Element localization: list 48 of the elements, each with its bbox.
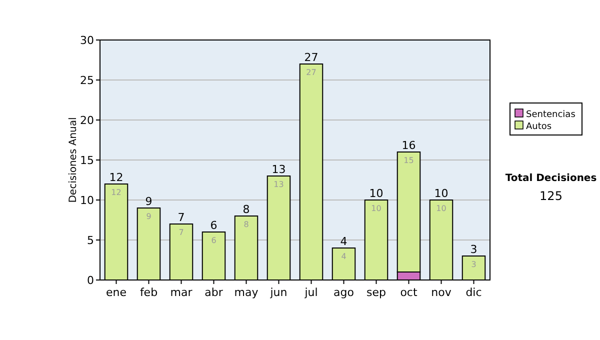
data-label: 10 — [436, 204, 446, 213]
x-tick-label: jul — [304, 286, 318, 299]
text: Total Decisiones — [505, 173, 597, 184]
data-label: 3 — [471, 260, 476, 269]
total-label: 10 — [434, 187, 448, 200]
x-tick-label: ago — [334, 286, 354, 299]
y-axis-title: Decisiones Anual — [68, 117, 79, 203]
x-tick-label: sep — [366, 286, 386, 299]
total-label: 27 — [304, 51, 318, 64]
data-label: 15 — [404, 156, 414, 165]
text: 125 — [540, 189, 562, 203]
x-tick-label: may — [234, 286, 259, 299]
x-tick-label: oct — [400, 286, 418, 299]
x-tick-label: feb — [140, 286, 158, 299]
data-label: 9 — [146, 212, 152, 221]
data-label: 8 — [244, 220, 249, 229]
data-label: 7 — [178, 228, 184, 237]
total-label: 12 — [109, 171, 124, 184]
data-label: 12 — [111, 188, 122, 197]
total-label: 6 — [210, 219, 218, 232]
data-label: 13 — [274, 180, 284, 189]
x-tick-label: ene — [106, 286, 127, 299]
x-tick-label: abr — [204, 286, 224, 299]
y-tick-label: 5 — [87, 234, 94, 247]
total-label: 8 — [242, 203, 250, 216]
x-tick-label: nov — [431, 286, 452, 299]
total-label: 4 — [340, 235, 348, 248]
total-label: 9 — [145, 195, 152, 208]
data-label: 27 — [306, 68, 316, 77]
x-tick-label: jun — [269, 286, 288, 299]
legend-label: Sentencias — [526, 110, 576, 120]
y-tick-label: 15 — [80, 154, 94, 167]
total-label: 3 — [470, 243, 478, 256]
y-tick-label: 10 — [80, 194, 94, 207]
data-label: 10 — [371, 204, 382, 213]
data-label: 4 — [341, 252, 346, 261]
legend-label: Autos — [526, 122, 552, 132]
y-tick-label: 20 — [80, 114, 94, 127]
total-label: 7 — [178, 211, 185, 224]
total-label: 10 — [369, 187, 384, 200]
total-label: 16 — [402, 139, 416, 152]
y-tick-label: 0 — [87, 274, 94, 287]
x-tick-label: dic — [466, 286, 482, 299]
y-tick-label: 30 — [80, 34, 94, 47]
x-tick-label: mar — [170, 286, 193, 299]
data-label: 6 — [211, 236, 216, 245]
y-tick-label: 25 — [80, 74, 94, 87]
total-label: 13 — [272, 163, 286, 176]
